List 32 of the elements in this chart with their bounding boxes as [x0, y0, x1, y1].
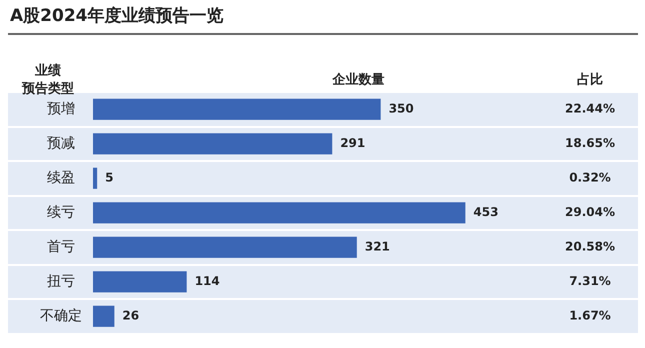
bar — [93, 168, 98, 189]
text: 18.65% — [565, 136, 615, 150]
data-label: 291 — [340, 136, 366, 150]
bar — [93, 306, 114, 327]
text: 1.67% — [569, 308, 611, 322]
data-label: 26 — [122, 308, 140, 322]
y-axis-title: 业绩预告类型 — [21, 63, 74, 96]
data-label: 5 — [105, 170, 114, 184]
data-label: 453 — [473, 204, 498, 219]
text: 占比 — [577, 72, 603, 88]
text: 20.58% — [565, 239, 615, 254]
y-tick-label: 首亏 — [47, 238, 75, 255]
bar — [93, 98, 381, 120]
y-tick-label: 续亏 — [47, 204, 75, 220]
y-tick-label: 预增 — [47, 100, 75, 117]
text: 0.32% — [569, 170, 611, 184]
bar — [93, 271, 187, 292]
data-label: 114 — [194, 274, 220, 288]
y-tick-label: 预减 — [47, 135, 75, 152]
data-label: 321 — [364, 239, 390, 254]
data-label: 350 — [388, 101, 414, 116]
bar — [93, 202, 466, 224]
y-tick-label: 扭亏 — [47, 273, 75, 290]
chart-title: A股2024年度业绩预告一览 — [10, 5, 224, 27]
text: 7.31% — [569, 274, 611, 288]
y-tick-label: 不确定 — [40, 308, 82, 324]
text: 22.44% — [565, 101, 615, 116]
y-tick-label: 续盈 — [47, 170, 75, 186]
x-axis-title: 企业数量 — [332, 72, 384, 88]
bar — [93, 236, 357, 258]
text: 29.04% — [565, 204, 615, 219]
bar — [93, 133, 332, 154]
